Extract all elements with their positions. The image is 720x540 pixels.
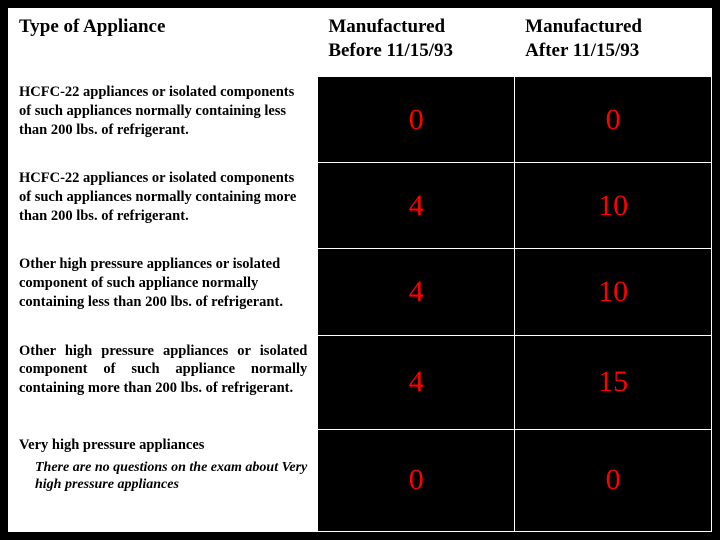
row-label: Other high pressure appliances or isolat…: [9, 249, 318, 335]
table-row: Other high pressure appliances or isolat…: [9, 249, 712, 335]
value-before: 0: [318, 77, 515, 163]
table-row: HCFC-22 appliances or isolated component…: [9, 163, 712, 249]
table-body: HCFC-22 appliances or isolated component…: [9, 77, 712, 532]
header-row: Type of Appliance Manufactured Before 11…: [9, 9, 712, 77]
header-col2-line2: Before 11/15/93: [328, 40, 453, 61]
value-after: 0: [515, 429, 712, 531]
table-row: Very high pressure appliances There are n…: [9, 429, 712, 531]
table-wrapper: Type of Appliance Manufactured Before 11…: [0, 0, 720, 540]
appliance-table: Type of Appliance Manufactured Before 11…: [8, 8, 712, 532]
value-before: 4: [318, 335, 515, 429]
value-before: 4: [318, 163, 515, 249]
value-before: 0: [318, 429, 515, 531]
header-col2: Manufactured Before 11/15/93: [318, 9, 515, 77]
table-row: Other high pressure appliances or isolat…: [9, 335, 712, 429]
header-col3: Manufactured After 11/15/93: [515, 9, 712, 77]
row-label-text: Other high pressure appliances or isolat…: [19, 343, 307, 397]
value-after: 10: [515, 163, 712, 249]
row-label: Very high pressure appliances There are n…: [9, 429, 318, 531]
header-col2-line1: Manufactured: [328, 16, 445, 37]
header-col3-line2: After 11/15/93: [525, 40, 639, 61]
row-note: There are no questions on the exam about…: [19, 459, 307, 494]
value-after: 0: [515, 77, 712, 163]
value-before: 4: [318, 249, 515, 335]
row-label-text: Other high pressure appliances or isolat…: [19, 256, 283, 310]
row-label-text: Very high pressure appliances: [19, 437, 204, 453]
value-after: 15: [515, 335, 712, 429]
table-row: HCFC-22 appliances or isolated component…: [9, 77, 712, 163]
row-label: Other high pressure appliances or isolat…: [9, 335, 318, 429]
row-label-text: HCFC-22 appliances or isolated component…: [19, 170, 296, 224]
row-label-text: HCFC-22 appliances or isolated component…: [19, 84, 294, 138]
row-label: HCFC-22 appliances or isolated component…: [9, 163, 318, 249]
row-label: HCFC-22 appliances or isolated component…: [9, 77, 318, 163]
header-col1: Type of Appliance: [9, 9, 318, 77]
header-col3-line1: Manufactured: [525, 16, 642, 37]
value-after: 10: [515, 249, 712, 335]
